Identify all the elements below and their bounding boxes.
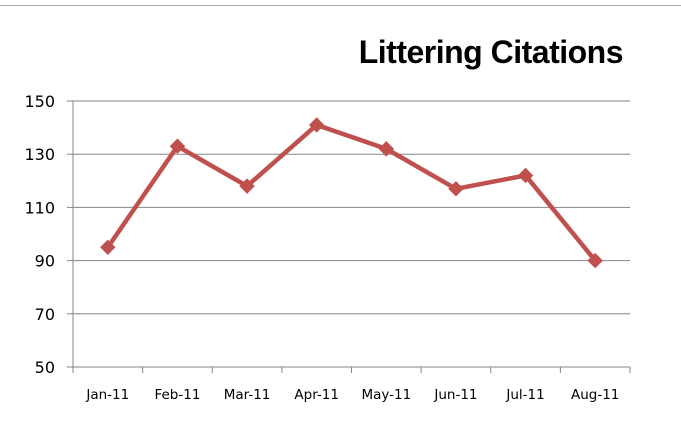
x-tick-label: Apr-11 (294, 387, 339, 403)
gridlines (73, 101, 630, 314)
y-tick-label: 70 (35, 305, 55, 324)
y-tick-label: 50 (35, 358, 55, 377)
y-tick-label: 90 (35, 252, 55, 271)
axes (67, 101, 630, 373)
x-tick-label: Jan-11 (85, 387, 129, 403)
series-layer (101, 118, 602, 268)
x-tick-label: Mar-11 (224, 387, 271, 403)
x-tick-label: May-11 (361, 387, 411, 403)
y-tick-label: 110 (24, 198, 55, 217)
y-tick-label: 150 (24, 92, 55, 111)
x-tick-label: Aug-11 (571, 387, 619, 403)
y-tick-label: 130 (24, 145, 55, 164)
x-tick-label: Jun-11 (433, 387, 477, 403)
x-tick-label: Feb-11 (154, 387, 200, 403)
x-tick-label: Jul-11 (505, 387, 544, 403)
